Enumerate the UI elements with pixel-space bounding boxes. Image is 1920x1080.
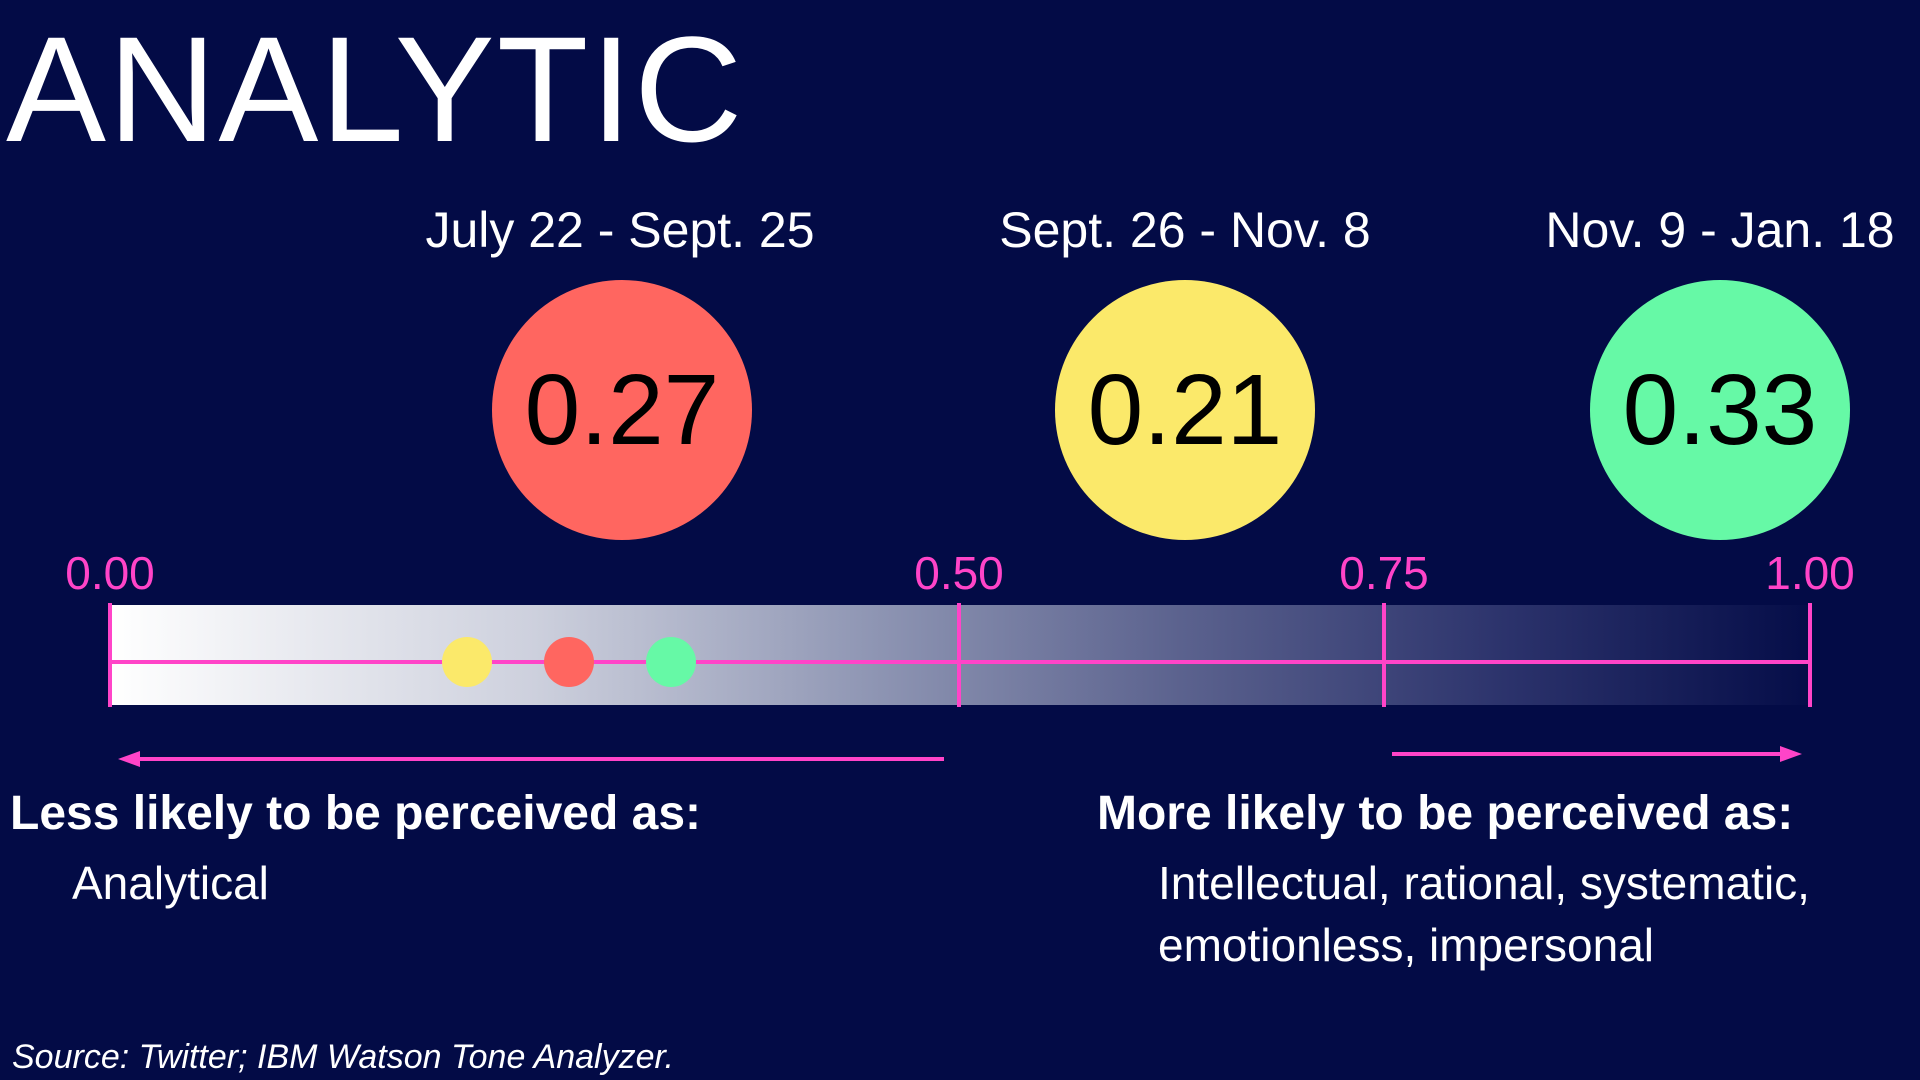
left-arrow-head — [118, 751, 140, 767]
period-label-3: Nov. 9 - Jan. 18 — [1545, 202, 1895, 258]
period-label-1: July 22 - Sept. 25 — [425, 202, 815, 258]
right-description: Intellectual, rational, systematic, emot… — [1158, 852, 1810, 976]
source-note: Source: Twitter; IBM Watson Tone Analyze… — [12, 1038, 675, 1076]
tick-label-2: 0.75 — [1339, 547, 1429, 599]
value-bubble-2: 0.21 — [1055, 280, 1315, 540]
chart-title: ANALYTIC — [6, 5, 745, 173]
value-bubble-3: 0.33 — [1590, 280, 1850, 540]
right-description-line-2: emotionless, impersonal — [1158, 919, 1655, 971]
scale-gradient-bar — [110, 605, 1810, 705]
left-description: Analytical — [72, 852, 269, 914]
value-label-2: 0.21 — [1087, 354, 1283, 466]
tick-label-1: 0.50 — [914, 547, 1004, 599]
value-label-1: 0.27 — [524, 354, 720, 466]
tick-label-0: 0.00 — [65, 547, 155, 599]
tick-label-3: 1.00 — [1765, 547, 1855, 599]
right-heading: More likely to be perceived as: — [1097, 787, 1794, 840]
period-label-2: Sept. 26 - Nov. 8 — [999, 202, 1371, 258]
right-description-line-1: Intellectual, rational, systematic, — [1158, 857, 1810, 909]
value-label-3: 0.33 — [1622, 354, 1818, 466]
left-description-line-1: Analytical — [72, 857, 269, 909]
left-heading: Less likely to be perceived as: — [10, 787, 702, 840]
right-arrow-head — [1780, 746, 1802, 762]
value-bubble-1: 0.27 — [492, 280, 752, 540]
